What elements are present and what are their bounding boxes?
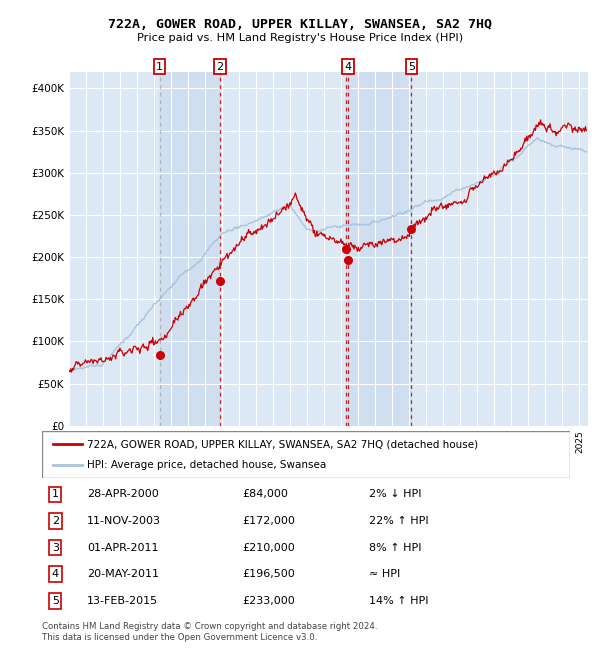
Bar: [160, 72, 220, 426]
Text: 11-NOV-2003: 11-NOV-2003: [87, 516, 161, 526]
Text: £233,000: £233,000: [242, 596, 295, 606]
Text: £172,000: £172,000: [242, 516, 296, 526]
Text: 5: 5: [408, 62, 415, 72]
Text: 722A, GOWER ROAD, UPPER KILLAY, SWANSEA, SA2 7HQ (detached house): 722A, GOWER ROAD, UPPER KILLAY, SWANSEA,…: [87, 439, 478, 449]
Text: 4: 4: [52, 569, 59, 579]
Text: Price paid vs. HM Land Registry's House Price Index (HPI): Price paid vs. HM Land Registry's House …: [137, 32, 463, 43]
Text: £210,000: £210,000: [242, 543, 295, 552]
Text: 2: 2: [216, 62, 223, 72]
Text: 13-FEB-2015: 13-FEB-2015: [87, 596, 158, 606]
Text: 4: 4: [344, 62, 351, 72]
Text: 1: 1: [52, 489, 59, 499]
Text: 8% ↑ HPI: 8% ↑ HPI: [370, 543, 422, 552]
Text: £84,000: £84,000: [242, 489, 289, 499]
Text: 1: 1: [156, 62, 163, 72]
Bar: [346, 72, 412, 426]
Text: 22% ↑ HPI: 22% ↑ HPI: [370, 516, 429, 526]
Text: 01-APR-2011: 01-APR-2011: [87, 543, 158, 552]
Text: 20-MAY-2011: 20-MAY-2011: [87, 569, 159, 579]
Text: 28-APR-2000: 28-APR-2000: [87, 489, 158, 499]
Text: HPI: Average price, detached house, Swansea: HPI: Average price, detached house, Swan…: [87, 460, 326, 470]
Text: 2: 2: [52, 516, 59, 526]
Text: 722A, GOWER ROAD, UPPER KILLAY, SWANSEA, SA2 7HQ: 722A, GOWER ROAD, UPPER KILLAY, SWANSEA,…: [108, 18, 492, 31]
Text: 14% ↑ HPI: 14% ↑ HPI: [370, 596, 429, 606]
Text: ≈ HPI: ≈ HPI: [370, 569, 401, 579]
Text: 2% ↓ HPI: 2% ↓ HPI: [370, 489, 422, 499]
Text: Contains HM Land Registry data © Crown copyright and database right 2024.
This d: Contains HM Land Registry data © Crown c…: [42, 622, 377, 642]
Text: £196,500: £196,500: [242, 569, 295, 579]
Text: 3: 3: [52, 543, 59, 552]
Text: 5: 5: [52, 596, 59, 606]
